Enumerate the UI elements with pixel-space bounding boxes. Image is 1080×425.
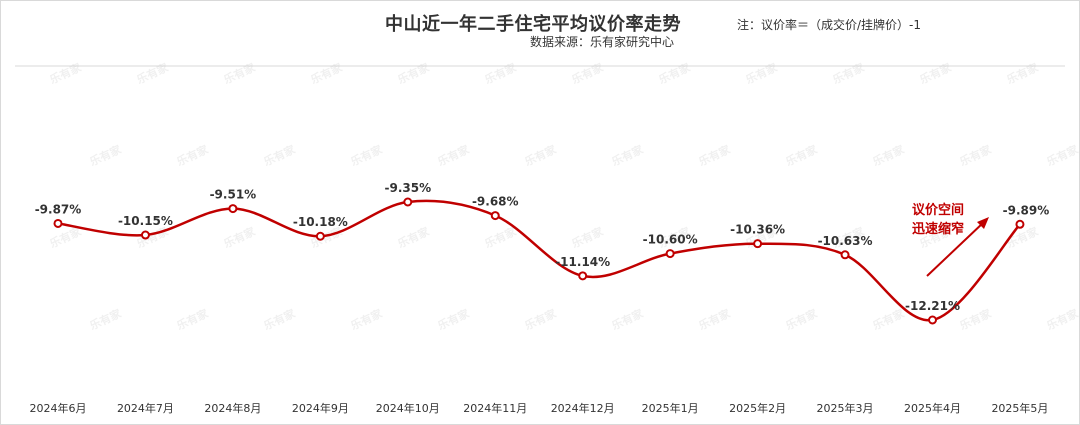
watermark-logo: 乐有家: [261, 142, 298, 169]
watermark-logo: 乐有家: [174, 142, 211, 169]
annotation-arrow-head: [977, 217, 989, 229]
data-point: [840, 250, 850, 260]
data-label: -9.87%: [35, 202, 82, 216]
x-tick-label: 2025年3月: [817, 401, 874, 415]
watermark-logo: 乐有家: [830, 60, 867, 87]
watermark-logo: 乐有家: [47, 60, 84, 87]
watermark-logo: 乐有家: [1044, 142, 1080, 169]
watermark-logo: 乐有家: [696, 306, 733, 333]
annotation-line1: 议价空间: [912, 202, 964, 218]
data-point: [665, 249, 675, 259]
x-tick-label: 2024年12月: [551, 401, 615, 415]
x-axis-ticks: 2024年6月 2024年7月 2024年8月 2024年9月 2024年10月 2024…: [30, 401, 1049, 415]
x-tick-label: 2024年6月: [30, 401, 87, 415]
chart-title: 中山近一年二手住宅平均议价率走势: [385, 14, 681, 35]
data-points: [53, 197, 1025, 325]
watermark-logo: 乐有家: [221, 60, 258, 87]
watermark-logo: 乐有家: [609, 142, 646, 169]
watermark-logo: 乐有家: [696, 142, 733, 169]
data-labels: -9.87% -10.15% -9.51% -10.18% -9.35% -9.68% -1…: [35, 181, 1050, 313]
data-label: -10.18%: [293, 215, 348, 229]
data-label: -9.89%: [1003, 203, 1050, 217]
watermark-logo: 乐有家: [87, 142, 124, 169]
x-tick-label: 2024年9月: [292, 401, 349, 415]
watermark-logo: 乐有家: [609, 306, 646, 333]
watermark-logo: 乐有家: [569, 224, 606, 251]
x-tick-label: 2024年11月: [463, 401, 527, 415]
watermark-logo: 乐有家: [87, 306, 124, 333]
data-label: -9.35%: [384, 181, 431, 195]
watermark-logo: 乐有家: [395, 60, 432, 87]
x-tick-label: 2024年7月: [117, 401, 174, 415]
x-tick-label: 2025年2月: [729, 401, 786, 415]
watermark-logo: 乐有家: [656, 60, 693, 87]
data-point: [315, 231, 325, 241]
annotation-arrow-shaft: [926, 221, 985, 277]
data-point: [490, 211, 500, 221]
data-point: [140, 230, 150, 240]
data-label: -12.21%: [905, 299, 960, 313]
watermark-logo: 乐有家: [870, 142, 907, 169]
data-label: -10.60%: [643, 233, 698, 247]
data-point: [578, 271, 588, 281]
data-label: -10.15%: [118, 214, 173, 228]
series-line: [57, 199, 1021, 322]
annotation-line2: 迅速缩窄: [912, 221, 964, 237]
x-tick-label: 2025年4月: [904, 401, 961, 415]
watermark-logo: 乐有家: [348, 306, 385, 333]
watermark-logo: 乐有家: [917, 60, 954, 87]
data-label: -9.68%: [472, 195, 519, 209]
watermark-logo: 乐有家: [870, 306, 907, 333]
data-source: 数据来源：乐有家研究中心: [530, 35, 675, 49]
watermark-logo: 乐有家: [522, 306, 559, 333]
annotation: 议价空间 迅速缩窄: [912, 202, 989, 277]
watermark-logo: 乐有家: [435, 142, 472, 169]
watermark-logo: 乐有家: [174, 306, 211, 333]
x-tick-label: 2025年5月: [991, 401, 1048, 415]
data-point: [1015, 219, 1025, 229]
data-label: -9.51%: [210, 188, 257, 202]
data-point: [403, 197, 413, 207]
watermark-logo: 乐有家: [743, 60, 780, 87]
watermark-logo: 乐有家: [261, 306, 298, 333]
x-tick-label: 2024年10月: [376, 401, 440, 415]
watermark-logo: 乐有家: [435, 306, 472, 333]
data-label: -11.14%: [555, 255, 610, 269]
watermark-logo: 乐有家: [1044, 306, 1080, 333]
data-point: [228, 204, 238, 214]
watermark-logo: 乐有家: [482, 60, 519, 87]
x-tick-label: 2025年1月: [642, 401, 699, 415]
watermark-logo: 乐有家: [134, 60, 171, 87]
watermark-logo: 乐有家: [221, 224, 258, 251]
data-label: -10.63%: [818, 234, 873, 248]
watermark-logo: 乐有家: [957, 306, 994, 333]
data-point: [928, 315, 937, 325]
watermark-logo: 乐有家: [348, 142, 385, 169]
watermark-layer: 乐有家 乐有家 乐有家 乐有家 乐有家 乐有家 乐有家 乐有家 乐有家 乐有家 乐有家 乐有家乐有家乐…: [47, 60, 1080, 333]
formula-note: 注：议价率＝（成交价/挂牌价）-1: [737, 18, 922, 32]
watermark-logo: 乐有家: [957, 142, 994, 169]
watermark-logo: 乐有家: [395, 224, 432, 251]
watermark-logo: 乐有家: [569, 60, 606, 87]
x-tick-label: 2024年8月: [204, 401, 261, 415]
watermark-logo: 乐有家: [783, 306, 820, 333]
data-point: [753, 239, 763, 249]
watermark-logo: 乐有家: [522, 142, 559, 169]
data-label: -10.36%: [730, 223, 785, 237]
data-point: [53, 218, 63, 228]
watermark-logo: 乐有家: [1004, 60, 1041, 87]
watermark-logo: 乐有家: [783, 142, 820, 169]
watermark-logo: 乐有家: [308, 60, 345, 87]
